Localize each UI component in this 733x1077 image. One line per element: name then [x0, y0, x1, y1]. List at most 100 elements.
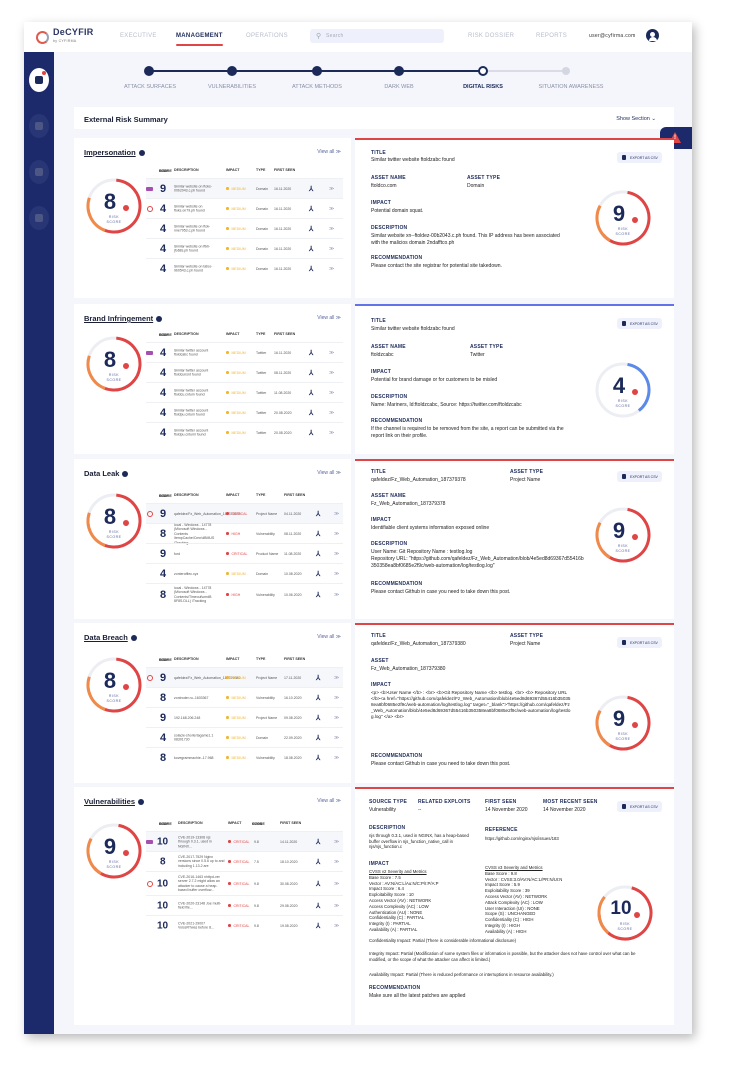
nav-risk-dossier[interactable]: RISK DOSSIER — [468, 33, 515, 39]
view-all-link[interactable]: View all ≫ — [317, 798, 341, 804]
step-label-current[interactable]: DIGITAL RISKS — [463, 84, 503, 90]
row-expand-icon[interactable]: ≫ — [334, 838, 340, 845]
table-row[interactable]: 10 CVE-2019-13308 njs through 0.3.1, used… — [146, 831, 343, 851]
step-node[interactable] — [394, 66, 404, 76]
view-all-link[interactable]: View all ≫ — [317, 470, 341, 476]
sidebar-item-shield[interactable] — [29, 206, 49, 230]
table-row[interactable]: 10 CVE-2021-29007 VoiceRTwas before 8... C… — [146, 915, 343, 935]
assign-icon[interactable]: ⅄ — [309, 185, 314, 193]
assign-icon[interactable]: ⅄ — [316, 694, 321, 702]
search-input[interactable]: ⚲ Search — [310, 29, 444, 43]
export-csv-button[interactable]: EXPORT AS CSV — [617, 801, 662, 812]
assign-icon[interactable]: ⅄ — [316, 674, 321, 682]
step-node[interactable] — [144, 66, 154, 76]
table-row[interactable]: 4 Similar twitter account ftoldpu.cntumi … — [146, 422, 343, 442]
table-row[interactable]: 4 Similar website on ftkh-jfo68s.ph found… — [146, 238, 343, 258]
table-row[interactable]: 4 Similar twitter account ftoldcunsnt fou… — [146, 362, 343, 382]
section-title[interactable]: Brand Infringement — [84, 314, 163, 323]
info-icon[interactable] — [122, 471, 129, 478]
table-row[interactable]: 4 Similar website on tafoo-9b0543.c.ph fo… — [146, 258, 343, 278]
table-row[interactable]: 4 Similar twitter account ftoldpu.cntum f… — [146, 402, 343, 422]
assign-icon[interactable]: ⅄ — [309, 245, 314, 253]
assign-icon[interactable]: ⅄ — [309, 349, 314, 357]
step-node-todo[interactable] — [562, 67, 570, 75]
nav-operations[interactable]: OPERATIONS — [246, 33, 288, 39]
row-expand-icon[interactable]: ≫ — [334, 714, 340, 721]
row-expand-icon[interactable]: ≫ — [329, 185, 335, 192]
info-icon[interactable] — [138, 150, 145, 157]
nav-management[interactable]: MANAGEMENT — [176, 33, 223, 46]
row-expand-icon[interactable]: ≫ — [329, 369, 335, 376]
export-csv-button[interactable]: EXPORT AS CSV — [617, 318, 662, 329]
reference-link[interactable]: https://github.com/nginx/njs/issues/183 — [485, 836, 559, 841]
assign-icon[interactable]: ⅄ — [316, 902, 321, 910]
assign-icon[interactable]: ⅄ — [316, 880, 321, 888]
view-all-link[interactable]: View all ≫ — [317, 634, 341, 640]
assign-icon[interactable]: ⅄ — [309, 265, 314, 273]
row-expand-icon[interactable]: ≫ — [334, 591, 340, 598]
table-row[interactable]: 8 CVE-2017-7529 Nginx versions since 0.5.… — [146, 851, 343, 871]
step-node[interactable] — [312, 66, 322, 76]
assign-icon[interactable]: ⅄ — [309, 369, 314, 377]
table-row[interactable]: 4 zonteroffiec.xyz MEDIUM Domain 10.08.2020 ⅄… — [146, 563, 343, 583]
assign-icon[interactable]: ⅄ — [316, 858, 321, 866]
section-title[interactable]: Data Breach — [84, 633, 137, 642]
table-row[interactable]: 9 ford CRITICAL Product Name 11.08.2020 ⅄ ≫ — [146, 543, 343, 563]
row-expand-icon[interactable]: ≫ — [329, 389, 335, 396]
assign-icon[interactable]: ⅄ — [309, 409, 314, 417]
user-avatar-icon[interactable] — [646, 29, 659, 42]
step-label[interactable]: SITUATION AWARENESS — [538, 84, 604, 90]
assign-icon[interactable]: ⅄ — [316, 734, 321, 742]
export-csv-button[interactable]: EXPORT AS CSV — [617, 637, 662, 648]
assign-icon[interactable]: ⅄ — [309, 205, 314, 213]
row-expand-icon[interactable]: ≫ — [329, 349, 335, 356]
table-row[interactable]: 8 zontroder.ru.-1603367 MEDIUM Vulnerabilit… — [146, 687, 343, 707]
row-expand-icon[interactable]: ≫ — [334, 902, 340, 909]
step-label[interactable]: ATTACK METHODS — [292, 84, 342, 90]
assign-icon[interactable]: ⅄ — [316, 550, 321, 558]
table-row[interactable]: 10 CVE-2016-1463 nhttpd-ver server 2.7.2 … — [146, 871, 343, 895]
info-icon[interactable] — [130, 635, 137, 642]
row-expand-icon[interactable]: ≫ — [334, 734, 340, 741]
table-row[interactable]: 4 Similar website on ftok-nne7953.c.ph fo… — [146, 218, 343, 238]
table-row[interactable]: 9 qafeldez/Fz_Web_Automation_187379378 CRI… — [146, 503, 343, 523]
table-row[interactable]: 9 Similar website on ftoks-00b2043.c.ph f… — [146, 178, 343, 198]
step-label[interactable]: DARK WEB — [384, 84, 414, 90]
info-icon[interactable] — [156, 316, 163, 323]
table-row[interactable]: 8 local - Windows - 14778 (Microsoft Wind… — [146, 522, 343, 544]
nav-reports[interactable]: REPORTS — [536, 33, 567, 39]
assign-icon[interactable]: ⅄ — [316, 714, 321, 722]
view-all-link[interactable]: View all ≫ — [317, 315, 341, 321]
row-expand-icon[interactable]: ≫ — [329, 245, 335, 252]
assign-icon[interactable]: ⅄ — [316, 922, 321, 930]
assign-icon[interactable]: ⅄ — [316, 838, 321, 846]
sidebar-item-digital-risk[interactable] — [29, 68, 49, 92]
sidebar-item-settings[interactable] — [29, 160, 49, 184]
row-expand-icon[interactable]: ≫ — [334, 674, 340, 681]
section-title[interactable]: Vulnerabilities — [84, 797, 144, 806]
row-expand-icon[interactable]: ≫ — [334, 550, 340, 557]
assign-icon[interactable]: ⅄ — [309, 389, 314, 397]
row-expand-icon[interactable]: ≫ — [329, 265, 335, 272]
brand-logo[interactable]: DeCYFIR by CYFIRMA — [36, 28, 94, 46]
section-title[interactable]: Impersonation — [84, 148, 145, 157]
section-title[interactable]: Data Leak — [84, 469, 129, 478]
assign-icon[interactable]: ⅄ — [316, 530, 321, 538]
export-csv-button[interactable]: EXPORT AS CSV — [617, 152, 662, 163]
table-row[interactable]: 4 solacle-shorlertagame1.1 08301730 MEDIUM… — [146, 727, 343, 747]
row-expand-icon[interactable]: ≫ — [334, 510, 340, 517]
sidebar-item-person[interactable] — [29, 114, 49, 138]
view-all-link[interactable]: View all ≫ — [317, 149, 341, 155]
assign-icon[interactable]: ⅄ — [316, 510, 321, 518]
info-icon[interactable] — [138, 799, 144, 806]
assign-icon[interactable]: ⅄ — [316, 591, 321, 599]
table-row[interactable]: 8 local - Windows - 14778 (Microsoft Wind… — [146, 583, 343, 605]
table-row[interactable]: 8 kovegrammachie.-17.968 MEDIUM Vulnerabili… — [146, 747, 343, 767]
assign-icon[interactable]: ⅄ — [309, 225, 314, 233]
step-label[interactable]: VULNERABILITIES — [208, 84, 256, 90]
nav-executive[interactable]: EXECUTIVE — [120, 33, 157, 39]
row-expand-icon[interactable]: ≫ — [334, 530, 340, 537]
row-expand-icon[interactable]: ≫ — [334, 570, 340, 577]
row-expand-icon[interactable]: ≫ — [329, 409, 335, 416]
export-csv-button[interactable]: EXPORT AS CSV — [617, 471, 662, 482]
